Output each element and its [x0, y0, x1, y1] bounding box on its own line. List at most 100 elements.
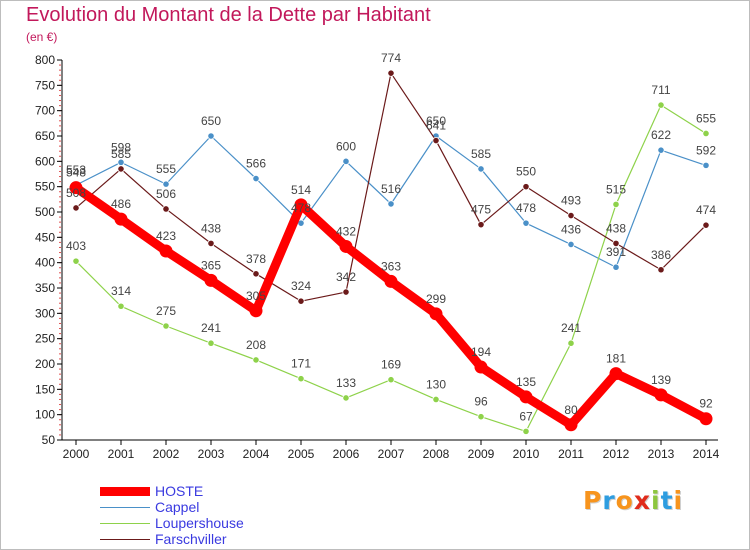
data-label-cappel: 598	[111, 140, 131, 154]
data-point-loupershouse	[387, 376, 395, 384]
data-label-loupershouse: 403	[66, 239, 86, 253]
data-point-farschviller	[477, 221, 485, 229]
data-point-hoste	[609, 367, 623, 381]
x-tick-label: 2010	[513, 447, 540, 461]
legend-label-hoste: HOSTE	[155, 483, 204, 499]
legend-swatch-hoste	[100, 487, 150, 496]
logo-letter: o	[615, 486, 634, 515]
data-label-cappel: 478	[291, 201, 311, 215]
chart-title: Evolution du Montant de la Dette par Hab…	[26, 4, 431, 26]
data-label-loupershouse: 711	[651, 83, 670, 97]
data-label-hoste: 305	[246, 289, 266, 303]
y-tick-label: 550	[35, 180, 55, 194]
data-label-farschviller: 386	[651, 248, 671, 262]
data-point-loupershouse	[522, 427, 530, 435]
data-label-cappel: 555	[156, 162, 176, 176]
y-tick-label: 800	[35, 53, 55, 67]
data-point-farschviller	[72, 204, 80, 212]
data-point-loupershouse	[207, 339, 215, 347]
data-label-hoste: 139	[651, 373, 671, 387]
x-tick-label: 2012	[603, 447, 630, 461]
data-label-loupershouse: 275	[156, 304, 176, 318]
data-point-loupershouse	[162, 322, 170, 330]
data-point-loupershouse	[297, 375, 305, 383]
data-point-loupershouse	[342, 394, 350, 402]
data-point-farschviller	[612, 239, 620, 248]
x-tick-label: 2007	[378, 447, 405, 461]
data-point-loupershouse	[567, 339, 575, 347]
data-point-hoste	[699, 412, 713, 426]
logo-letter: P	[583, 486, 603, 515]
data-label-loupershouse: 655	[696, 111, 716, 125]
data-point-farschviller	[342, 288, 350, 296]
data-label-farschviller: 474	[696, 203, 716, 217]
x-tick-label: 2008	[423, 447, 450, 461]
logo-letter: r	[602, 486, 616, 515]
data-point-hoste	[204, 273, 218, 287]
data-label-cappel: 391	[606, 245, 626, 259]
data-point-farschviller	[432, 136, 440, 145]
data-point-cappel	[252, 174, 260, 183]
data-label-cappel: 650	[201, 114, 221, 128]
data-point-cappel	[342, 157, 350, 165]
data-point-hoste	[474, 360, 488, 374]
legend-item-loupershouse: Loupershouse	[100, 515, 340, 532]
y-tick-label: 750	[35, 78, 55, 92]
data-label-loupershouse: 208	[246, 338, 266, 352]
data-label-farschviller: 774	[381, 51, 401, 65]
x-tick-label: 2002	[153, 447, 180, 461]
data-label-farschviller: 438	[201, 221, 221, 235]
data-point-cappel	[612, 263, 620, 271]
data-point-loupershouse	[477, 413, 485, 421]
data-label-hoste: 92	[699, 397, 713, 411]
data-label-loupershouse: 171	[291, 357, 311, 371]
data-point-hoste	[114, 212, 128, 226]
data-point-farschviller	[252, 270, 260, 278]
data-label-cappel: 566	[246, 157, 266, 171]
y-tick-label: 150	[35, 382, 55, 396]
data-point-cappel	[477, 165, 485, 173]
y-tick-label: 600	[35, 154, 55, 168]
data-point-farschviller	[117, 165, 125, 173]
chart-subtitle: (en €)	[26, 30, 58, 44]
legend-label-loupershouse: Loupershouse	[155, 515, 244, 531]
y-tick-label: 100	[35, 408, 55, 422]
y-tick-label: 700	[35, 104, 55, 118]
data-label-cappel: 585	[471, 147, 491, 161]
data-label-hoste: 423	[156, 229, 176, 243]
data-label-hoste: 181	[606, 352, 626, 366]
data-label-farschviller: 550	[516, 165, 536, 179]
data-point-farschviller	[162, 205, 170, 213]
data-label-cappel: 516	[381, 182, 401, 196]
data-label-farschviller: 585	[111, 147, 131, 161]
legend-swatch-farschviller	[100, 539, 150, 540]
y-tick-label: 400	[35, 256, 55, 270]
data-label-cappel: 553	[66, 163, 86, 177]
legend-swatch-loupershouse	[100, 523, 150, 524]
data-point-cappel	[387, 200, 395, 208]
data-point-hoste	[654, 388, 668, 402]
data-label-loupershouse: 515	[606, 182, 626, 196]
data-label-farschviller: 438	[606, 221, 626, 235]
data-point-cappel	[567, 240, 575, 249]
logo-letter: i	[651, 486, 661, 515]
data-label-cappel: 650	[426, 114, 446, 128]
data-point-loupershouse	[702, 129, 710, 138]
data-label-hoste: 135	[516, 375, 536, 389]
data-point-hoste	[159, 244, 173, 258]
data-label-hoste: 514	[291, 183, 311, 197]
data-point-hoste	[249, 304, 263, 318]
x-tick-label: 2005	[288, 447, 315, 461]
y-tick-label: 650	[35, 129, 55, 143]
data-label-loupershouse: 241	[561, 321, 581, 335]
data-label-farschviller: 641	[426, 119, 446, 133]
data-label-farschviller: 324	[291, 279, 311, 293]
data-point-hoste	[294, 198, 308, 212]
data-point-loupershouse	[432, 395, 440, 404]
data-label-hoste: 432	[336, 224, 356, 238]
data-point-cappel	[657, 146, 665, 154]
data-point-farschviller	[567, 211, 575, 220]
data-label-farschviller: 342	[336, 270, 356, 284]
y-tick-label: 50	[42, 433, 56, 447]
legend-label-farschviller: Farschviller	[155, 531, 227, 547]
